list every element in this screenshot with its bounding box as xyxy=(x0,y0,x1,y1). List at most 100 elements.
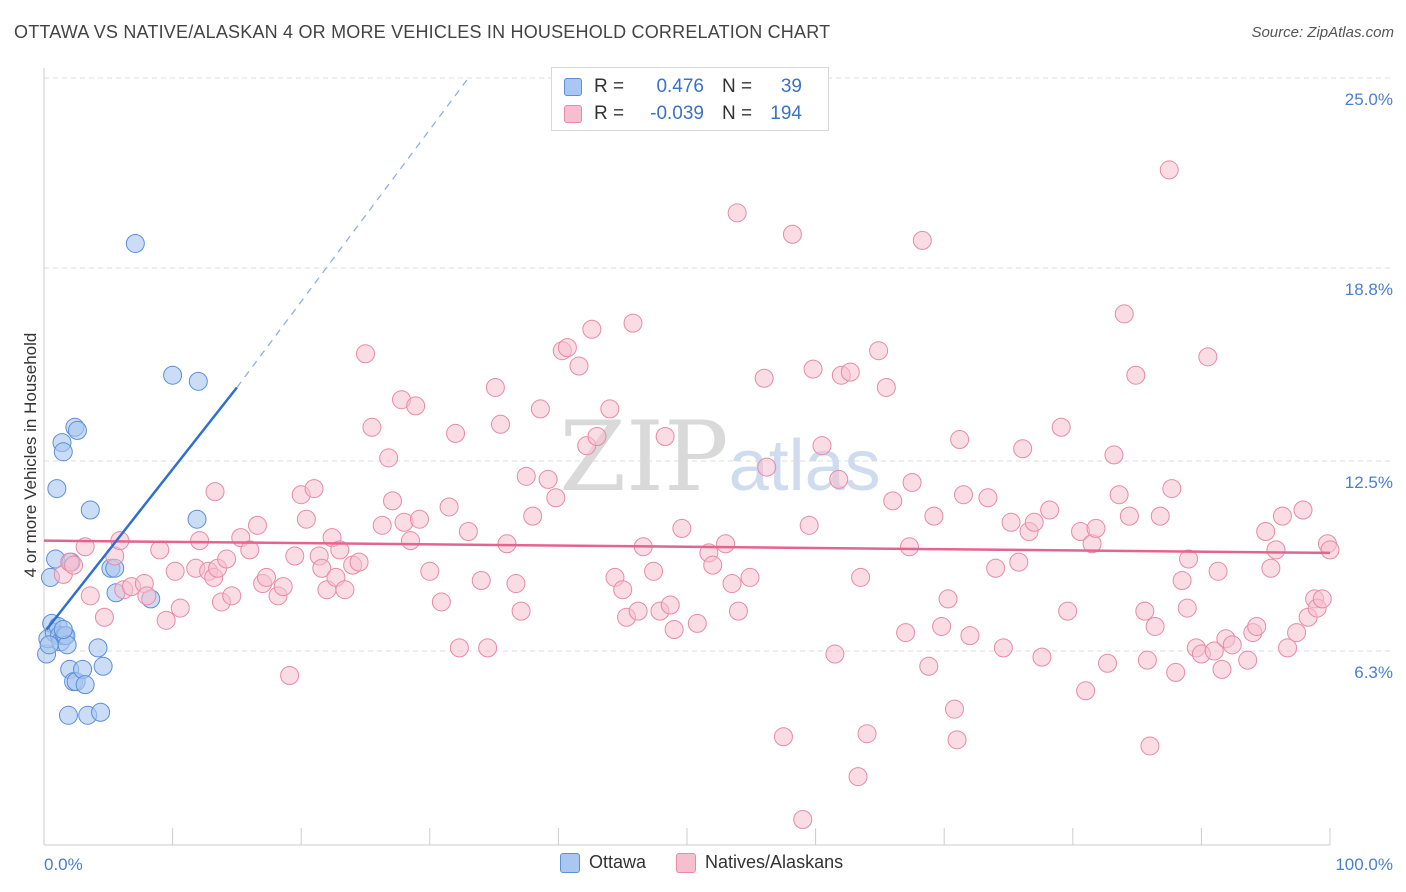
natives-point xyxy=(644,561,664,581)
natives-point xyxy=(458,521,478,541)
legend-item-natives[interactable]: Natives/Alaskans xyxy=(676,852,843,873)
natives-point xyxy=(727,203,747,223)
natives-point xyxy=(137,586,157,606)
legend-item-ottawa[interactable]: Ottawa xyxy=(560,852,646,873)
natives-point xyxy=(1320,540,1340,560)
natives-point xyxy=(938,589,958,609)
natives-point xyxy=(1040,500,1060,520)
ottawa-n-value: 39 xyxy=(780,76,802,97)
natives-point xyxy=(1051,417,1071,437)
natives-point xyxy=(485,377,505,397)
ottawa-point xyxy=(58,705,78,725)
natives-point xyxy=(1024,512,1044,532)
ottawa-n-label: N = xyxy=(722,76,753,97)
watermark-atlas: atlas xyxy=(729,426,881,506)
natives-legend-swatch xyxy=(676,852,697,873)
natives-point xyxy=(379,448,399,468)
ottawa-point xyxy=(188,371,208,391)
natives-point xyxy=(896,623,916,643)
ottawa-point xyxy=(91,702,111,722)
natives-point xyxy=(471,570,491,590)
natives-point xyxy=(256,567,276,587)
natives-point xyxy=(431,592,451,612)
natives-trendline xyxy=(43,539,1331,555)
natives-point xyxy=(150,540,170,560)
natives-point xyxy=(1247,616,1267,636)
natives-point xyxy=(1256,521,1276,541)
natives-point xyxy=(1032,647,1052,667)
ottawa-legend-swatch xyxy=(560,852,580,873)
natives-point xyxy=(1162,479,1182,499)
natives-point xyxy=(829,469,849,489)
natives-point xyxy=(947,730,967,750)
ottawa-trendline xyxy=(45,386,238,631)
natives-point xyxy=(613,580,633,600)
natives-point xyxy=(1159,160,1179,180)
y-tick-label: 12.5% xyxy=(1345,473,1393,492)
natives-point xyxy=(924,506,944,526)
natives-point xyxy=(312,558,332,578)
natives-point xyxy=(569,356,589,376)
natives-point xyxy=(1119,506,1139,526)
natives-point xyxy=(362,417,382,437)
natives-point xyxy=(883,491,903,511)
natives-point xyxy=(1293,500,1313,520)
natives-point xyxy=(587,426,607,446)
natives-point xyxy=(546,488,566,508)
y-tick-label: 6.3% xyxy=(1354,663,1393,682)
natives-point xyxy=(1104,445,1124,465)
natives-point xyxy=(205,482,225,502)
natives-point xyxy=(511,601,531,621)
natives-point xyxy=(557,338,577,358)
natives-point xyxy=(876,377,896,397)
natives-point xyxy=(799,515,819,535)
natives-point xyxy=(754,368,774,388)
natives-point xyxy=(1137,650,1157,670)
natives-r-value: -0.039 xyxy=(650,103,704,124)
natives-point xyxy=(1166,662,1186,682)
natives-point xyxy=(978,488,998,508)
natives-point xyxy=(530,399,550,419)
ottawa-trendline-extension xyxy=(236,77,469,388)
ottawa-r-label: R = xyxy=(594,76,625,97)
natives-point xyxy=(1145,616,1165,636)
natives-point xyxy=(506,574,526,594)
natives-point xyxy=(825,644,845,664)
natives-point xyxy=(687,613,707,633)
natives-point xyxy=(516,466,536,486)
natives-point xyxy=(1150,506,1170,526)
natives-point xyxy=(330,540,350,560)
natives-point xyxy=(840,362,860,382)
natives-point xyxy=(1013,439,1033,459)
natives-point xyxy=(1177,598,1197,618)
natives-point xyxy=(857,724,877,744)
natives-point xyxy=(582,319,602,339)
natives-point xyxy=(932,616,952,636)
natives-point xyxy=(273,577,293,597)
natives-point xyxy=(394,512,414,532)
natives-point xyxy=(240,540,260,560)
natives-point xyxy=(664,620,684,640)
series-legend: Ottawa Natives/Alaskans xyxy=(560,852,873,873)
y-tick-label: 18.8% xyxy=(1345,280,1393,299)
natives-point xyxy=(848,767,868,787)
natives-point xyxy=(986,558,1006,578)
natives-point xyxy=(1001,512,1021,532)
ottawa-legend-label: Ottawa xyxy=(589,852,647,872)
natives-point xyxy=(628,601,648,621)
natives-point xyxy=(812,436,832,456)
natives-point xyxy=(1222,635,1242,655)
legend-row-ottawa: R = 0.476 N = 39 xyxy=(564,74,802,100)
natives-point xyxy=(1198,347,1218,367)
natives-point xyxy=(1261,558,1281,578)
natives-point xyxy=(953,485,973,505)
natives-point xyxy=(902,472,922,492)
natives-point xyxy=(600,399,620,419)
natives-point xyxy=(335,580,355,600)
natives-point xyxy=(722,574,742,594)
natives-point xyxy=(296,509,316,529)
natives-point xyxy=(1058,601,1078,621)
ottawa-point xyxy=(53,620,73,640)
natives-point xyxy=(497,534,517,554)
natives-point xyxy=(372,515,392,535)
